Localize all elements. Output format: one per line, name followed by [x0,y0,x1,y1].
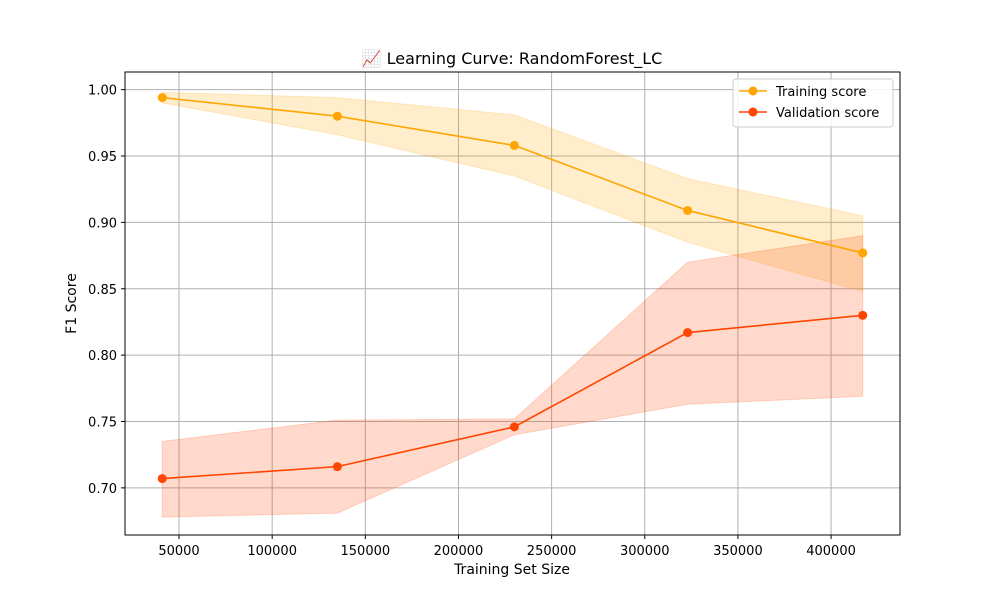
legend-training-swatch-marker [748,86,758,96]
y-axis-label: F1 Score [64,273,80,334]
legend-validation-swatch-marker [748,107,758,117]
x-tick-label: 350000 [713,544,763,559]
y-tick-label: 0.80 [88,349,117,364]
x-axis-label: Training Set Size [453,562,570,578]
x-tick-label: 200000 [434,544,484,559]
training-score-point [858,248,868,258]
x-tick-label: 150000 [341,544,391,559]
validation-score-point [509,422,519,432]
validation-score-point [332,462,342,472]
y-tick-label: 0.95 [88,150,117,165]
training-score-band [161,91,864,293]
grid-lines [125,72,900,535]
y-tick-label: 0.75 [88,416,117,431]
x-tick-label: 50000 [158,544,199,559]
legend-training-label: Training score [775,85,866,100]
confidence-bands [161,91,864,518]
training-score-point [332,111,342,121]
plot-frame [124,71,901,536]
validation-score-band [161,235,864,518]
legend-box [732,78,894,128]
validation-score-point [858,310,868,320]
training-score-point [157,93,167,103]
training-score-point [683,205,693,215]
y-tick-label: 1.00 [88,84,117,99]
x-tick-label: 250000 [527,544,577,559]
legend: Training score Validation score [732,78,894,128]
y-tick-label: 0.90 [88,216,117,231]
y-tick-label: 0.70 [88,482,117,497]
y-tick-label: 0.85 [88,283,117,298]
x-tick-label: 100000 [247,544,297,559]
training-score-point [509,140,519,150]
validation-score-point [683,328,693,338]
series-lines [157,93,868,484]
x-tick-label: 300000 [620,544,670,559]
axis-ticks: 50000 100000 150000 200000 250000 300000 35000… [88,84,856,559]
validation-score-point [157,474,167,484]
x-tick-label: 400000 [806,544,856,559]
chart-title: 📈 Learning Curve: RandomForest_LC [362,49,663,69]
legend-validation-label: Validation score [776,106,879,121]
